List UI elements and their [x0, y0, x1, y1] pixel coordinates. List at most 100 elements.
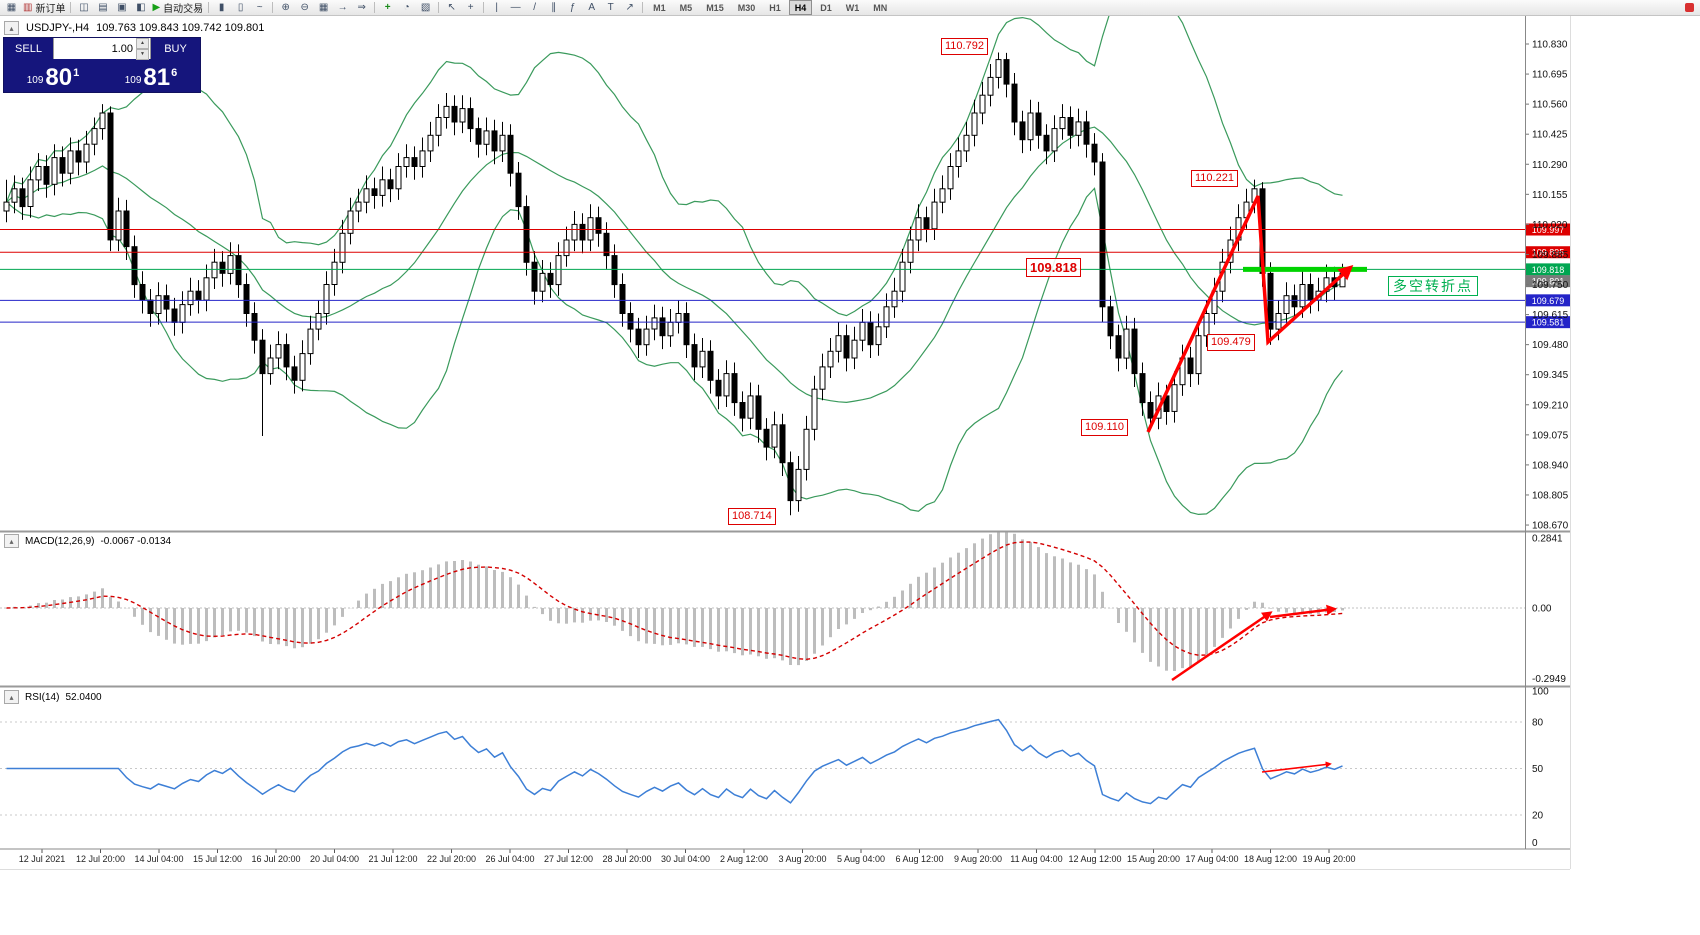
price-label-109110[interactable]: 109.110 [1081, 419, 1128, 436]
timeframe-h4-button[interactable]: H4 [788, 0, 813, 15]
crosshair-icon[interactable]: + [467, 1, 474, 13]
price-label-110792[interactable]: 110.792 [941, 38, 988, 55]
timeframe-w1-button[interactable]: W1 [845, 2, 860, 13]
svg-text:12 Jul 20:00: 12 Jul 20:00 [76, 854, 125, 864]
trend-arrow-macd [1171, 611, 1273, 682]
navigator-icon[interactable]: ◧ [136, 1, 146, 13]
bid-price[interactable]: 109 80 1 [4, 59, 102, 92]
new-order-button[interactable]: ▥ 新订单 [23, 1, 66, 15]
collapse-rsi-icon[interactable]: ▴ [4, 690, 19, 704]
svg-text:109.750: 109.750 [1532, 280, 1569, 291]
svg-text:20 Jul 04:00: 20 Jul 04:00 [310, 854, 359, 864]
arrows-object-icon[interactable]: ↗ [625, 1, 634, 13]
volume-increase-button[interactable]: ▲ [136, 37, 149, 49]
svg-text:110.425: 110.425 [1532, 130, 1568, 141]
tile-windows-icon[interactable]: ▦ [318, 1, 329, 13]
ask-pip-digit: 6 [171, 67, 178, 79]
timeframe-h1-button[interactable]: H1 [769, 2, 781, 13]
collapse-macd-icon[interactable]: ▴ [4, 534, 19, 548]
svg-text:110.155: 110.155 [1532, 190, 1568, 201]
charts-icon[interactable]: ◫ [79, 1, 89, 13]
chart-shift-icon[interactable]: ⇒ [357, 1, 366, 13]
toolbar-separator [374, 2, 376, 13]
text-label-icon[interactable]: T [607, 1, 614, 13]
svg-text:110.695: 110.695 [1532, 70, 1568, 81]
market-watch-icon[interactable]: ▣ [117, 1, 127, 13]
svg-text:109.679: 109.679 [1532, 296, 1565, 306]
trend-line-icon[interactable]: / [533, 1, 537, 13]
notification-badge-icon[interactable] [1685, 3, 1694, 12]
main-toolbar: ▦ ▥ 新订单 ◫ ▤ ▣ ◧ ▶ 自动交易 ▮ ▯ ~ ⊕ ⊖ ▦ → ⇒ + ◔ ▧ ↖ + | — / ∥ ƒ A T ↗ M1 M5… [0, 0, 1700, 16]
line-chart-icon[interactable]: ~ [256, 1, 263, 13]
svg-text:12 Aug 12:00: 12 Aug 12:00 [1068, 854, 1121, 864]
volume-decrease-button[interactable]: ▼ [136, 48, 149, 60]
ask-price[interactable]: 109 81 6 [102, 59, 200, 92]
macd-name: MACD(12,26,9) [25, 535, 95, 547]
toolbar-separator [208, 2, 210, 13]
price-label-110221[interactable]: 110.221 [1191, 170, 1238, 187]
indicators-add-icon[interactable]: + [384, 1, 391, 13]
vertical-line-icon[interactable]: | [495, 1, 498, 13]
price-label-108714[interactable]: 108.714 [728, 508, 776, 525]
svg-text:22 Jul 20:00: 22 Jul 20:00 [427, 854, 476, 864]
volume-input[interactable]: 1.00 ▲ ▼ [53, 37, 151, 60]
periods-icon[interactable]: ◔ [403, 1, 410, 13]
bollinger-band-line [6, 126, 1343, 404]
svg-text:16 Jul 20:00: 16 Jul 20:00 [251, 854, 300, 864]
svg-text:-0.2949: -0.2949 [1532, 674, 1566, 685]
svg-text:109.818: 109.818 [1532, 265, 1565, 275]
toolbar-separator [483, 2, 485, 13]
svg-text:109.075: 109.075 [1532, 430, 1569, 441]
annotation-layer [1146, 195, 1367, 773]
horizontal-line-icon[interactable]: — [510, 1, 521, 13]
svg-text:27 Jul 12:00: 27 Jul 12:00 [544, 854, 593, 864]
sell-button[interactable]: SELL [4, 38, 53, 59]
macd-panel[interactable] [0, 530, 1525, 671]
main-chart-panel[interactable] [0, 0, 1525, 516]
buy-button[interactable]: BUY [151, 38, 200, 59]
price-label-109479[interactable]: 109.479 [1207, 334, 1255, 351]
svg-text:108.670: 108.670 [1532, 521, 1569, 532]
collapse-chart-icon[interactable]: ▴ [4, 21, 19, 35]
svg-text:0: 0 [1532, 838, 1538, 849]
candlestick-chart-icon[interactable]: ▯ [237, 1, 244, 13]
bar-chart-icon[interactable]: ▮ [218, 1, 225, 13]
fibonacci-icon[interactable]: ƒ [569, 1, 576, 13]
cursor-icon[interactable]: ↖ [447, 1, 456, 13]
zoom-in-icon[interactable]: ⊕ [281, 1, 290, 13]
timeframe-d1-button[interactable]: D1 [820, 2, 832, 13]
timeframe-m5-button[interactable]: M5 [679, 2, 693, 13]
svg-text:109.210: 109.210 [1532, 400, 1569, 411]
text-icon[interactable]: A [588, 1, 595, 13]
svg-text:109.480: 109.480 [1532, 340, 1569, 351]
new-chart-icon[interactable]: ▦ [6, 1, 17, 13]
turning-point-note[interactable]: 多空转折点 [1388, 276, 1478, 296]
timeframe-m30-button[interactable]: M30 [737, 2, 756, 13]
toolbar-separator [70, 2, 72, 13]
symbol-period-label: USDJPY-,H4 [26, 22, 90, 34]
rsi-panel[interactable] [0, 718, 1525, 816]
timeframe-mn-button[interactable]: MN [873, 2, 888, 13]
svg-text:109.801: 109.801 [1532, 277, 1565, 287]
autotrading-button[interactable]: ▶ 自动交易 [152, 1, 204, 15]
zoom-out-icon[interactable]: ⊖ [300, 1, 309, 13]
profiles-icon[interactable]: ▤ [98, 1, 108, 13]
trend-arrow-rsi [1261, 761, 1332, 773]
macd-values: -0.0067 -0.0134 [100, 535, 172, 547]
price-label-109818[interactable]: 109.818 [1026, 258, 1081, 277]
svg-text:9 Aug 20:00: 9 Aug 20:00 [954, 854, 1002, 864]
equidistant-channel-icon[interactable]: ∥ [551, 1, 557, 13]
svg-text:110.290: 110.290 [1532, 160, 1568, 171]
toolbar-separator [642, 2, 644, 13]
bid-price-badge [1526, 275, 1570, 288]
auto-scroll-icon[interactable]: → [337, 1, 348, 13]
timeframe-m15-button[interactable]: M15 [706, 2, 724, 13]
svg-text:12 Jul 2021: 12 Jul 2021 [19, 854, 66, 864]
templates-icon[interactable]: ▧ [420, 1, 431, 13]
svg-text:5 Aug 04:00: 5 Aug 04:00 [837, 854, 885, 864]
trend-arrow-macd [1269, 604, 1338, 619]
timeframe-m1-button[interactable]: M1 [653, 2, 666, 13]
svg-text:109.615: 109.615 [1532, 310, 1569, 321]
one-click-trading-panel: SELL 1.00 ▲ ▼ BUY 109 80 1 109 81 6 [3, 37, 201, 93]
